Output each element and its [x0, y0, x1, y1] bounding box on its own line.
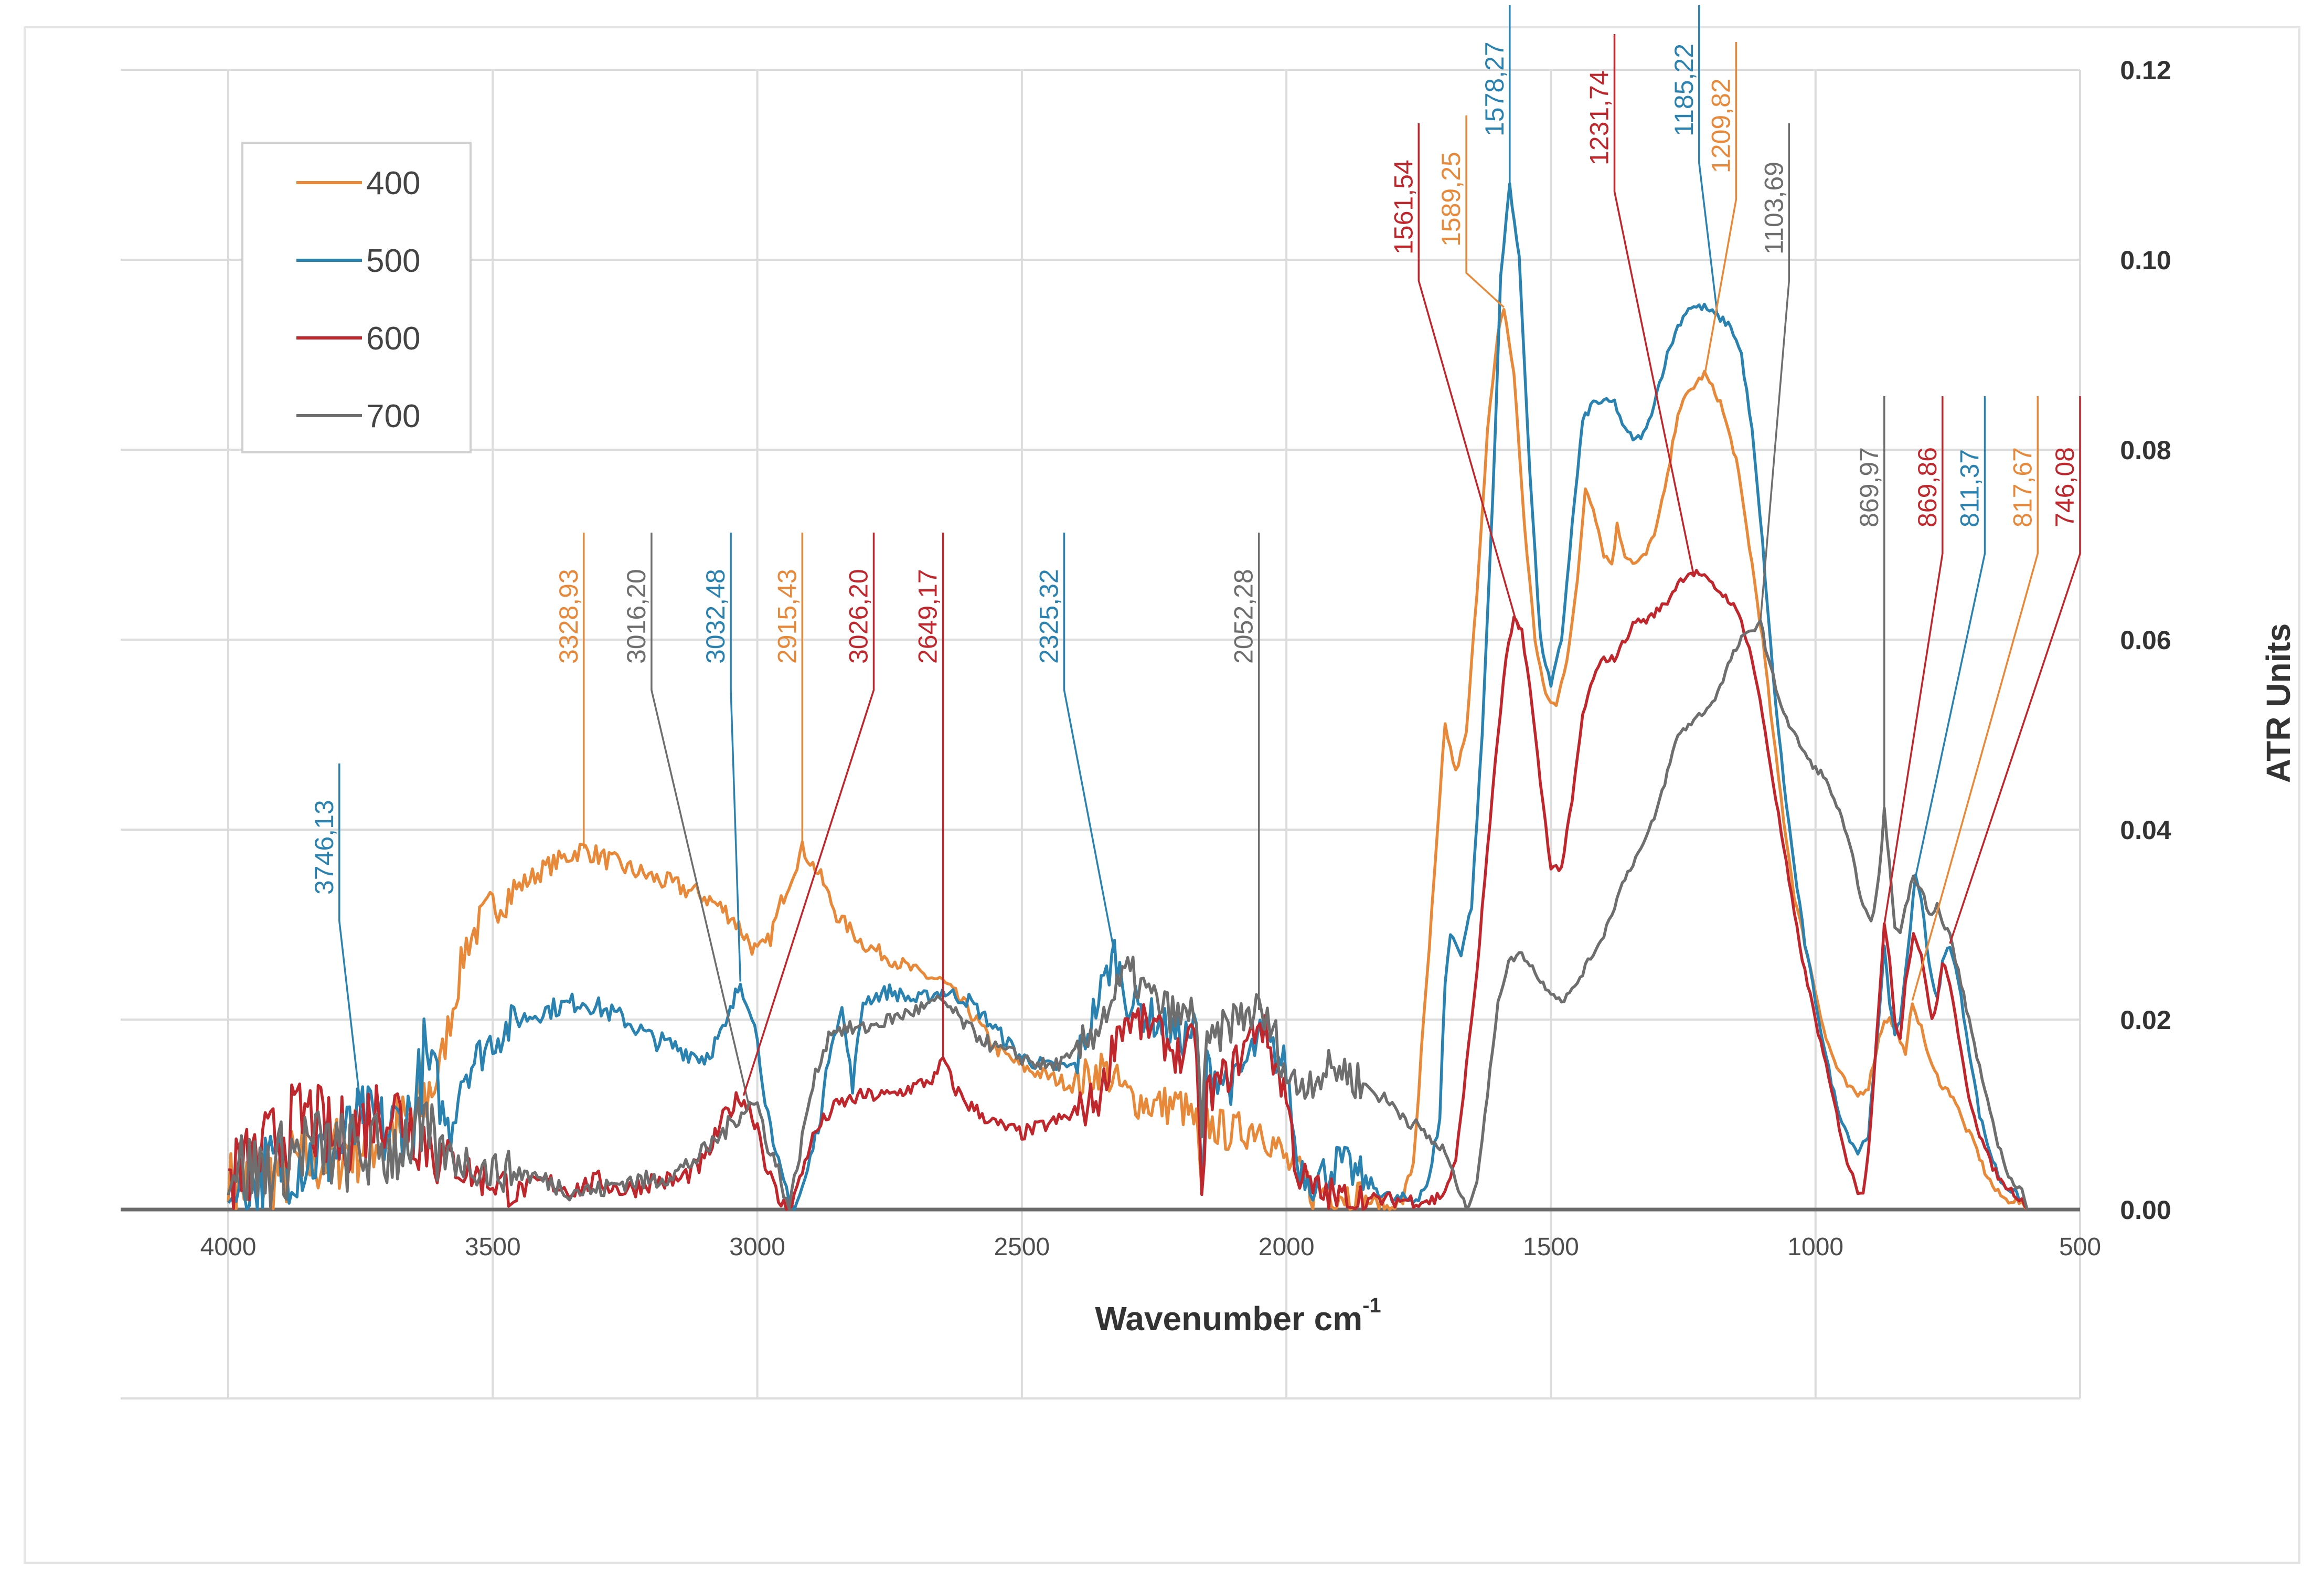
- peak-label: 1103,69: [1759, 162, 1788, 255]
- annotation-leader: [1911, 396, 2039, 1001]
- x-tick-label: 4000: [200, 1233, 257, 1261]
- peak-label: 1185,22: [1669, 44, 1699, 136]
- y-tick-label: 0.08: [2120, 436, 2171, 465]
- peak-label: 3328,93: [554, 569, 583, 664]
- y-tick-label: 0.00: [2120, 1195, 2171, 1225]
- x-tick-label: 3000: [729, 1233, 785, 1261]
- legend-box: [241, 142, 472, 453]
- peak-label: 2915,43: [772, 569, 802, 664]
- legend: 400 500 600 700: [241, 142, 472, 453]
- x-axis-title: Wavenumber cm-1: [1095, 1294, 1381, 1338]
- peak-label: 1578,27: [1480, 41, 1509, 136]
- annotation-leader: [651, 533, 750, 1106]
- series-line-600: [228, 569, 2029, 1211]
- series-line-400: [227, 307, 2029, 1211]
- peak-label: 746,08: [2050, 447, 2080, 527]
- legend-label-500: 500: [366, 243, 420, 279]
- annotation-leader: [1698, 5, 1719, 317]
- y-tick-label: 0.06: [2120, 625, 2171, 655]
- peak-label: 1231,74: [1585, 70, 1614, 165]
- x-tick-label: 1000: [1787, 1233, 1843, 1261]
- legend-label-700: 700: [366, 398, 420, 434]
- peak-label: 3016,20: [622, 569, 651, 664]
- annotation-leader: [742, 533, 875, 1096]
- annotation-leader: [1704, 42, 1737, 374]
- peak-label: 2325,32: [1035, 569, 1064, 664]
- y-tick-label: 0.02: [2120, 1005, 2171, 1035]
- x-tick-label: 500: [2059, 1233, 2101, 1261]
- peak-label: 3032,48: [701, 569, 730, 664]
- x-axis-title-superscript: -1: [1362, 1294, 1381, 1317]
- peak-label: 811,37: [1955, 449, 1985, 527]
- legend-label-400: 400: [366, 165, 420, 202]
- y-tick-label: 0.04: [2120, 815, 2171, 845]
- annotation-leader: [1063, 533, 1116, 953]
- annotation-leader: [730, 533, 742, 982]
- annotation-leader: [1760, 123, 1790, 621]
- series: [227, 182, 2029, 1211]
- peak-label: 1561,54: [1389, 160, 1418, 255]
- x-tick-label: 1500: [1523, 1233, 1579, 1261]
- y-tick-label: 0.12: [2120, 56, 2171, 85]
- annotation-leader: [1613, 34, 1694, 574]
- peak-label: 1589,25: [1436, 152, 1466, 247]
- peak-label: 1209,82: [1706, 78, 1735, 173]
- series-line-700: [227, 619, 2029, 1211]
- y-tick-label: 0.10: [2120, 246, 2171, 275]
- peak-label: 817,67: [2008, 447, 2037, 527]
- peak-label: 2052,28: [1229, 569, 1259, 664]
- peak-label: 3746,13: [310, 800, 339, 895]
- peak-label: 3026,20: [844, 569, 873, 664]
- peak-label: 2649,17: [913, 569, 943, 664]
- series-line-500: [227, 182, 2029, 1211]
- figure-frame: [24, 26, 2300, 1564]
- annotation-leader: [1883, 396, 1944, 925]
- y-axis-title: ATR Units: [2259, 623, 2297, 783]
- peak-label: 869,86: [1913, 447, 1942, 527]
- annotation-leader: [1949, 396, 2081, 944]
- x-tick-label: 2000: [1259, 1233, 1315, 1261]
- x-tick-label: 2500: [994, 1233, 1050, 1261]
- annotation-leader: [338, 764, 364, 1125]
- annotation-leader: [1417, 123, 1520, 631]
- x-tick-label: 3500: [465, 1233, 521, 1261]
- annotation-leader: [1914, 396, 1986, 877]
- annotation-leader: [1465, 115, 1505, 308]
- axes: 0.00 0.02 0.04 0.06 0.08 0.10 0.12 4000 3500 3000…: [121, 56, 2171, 1261]
- legend-label-600: 600: [366, 321, 420, 357]
- peak-label: 869,97: [1854, 447, 1884, 527]
- peak-annotations: 3746,13 3328,93 3016,20 3032,48 2915,43 3026,…: [310, 5, 2081, 1125]
